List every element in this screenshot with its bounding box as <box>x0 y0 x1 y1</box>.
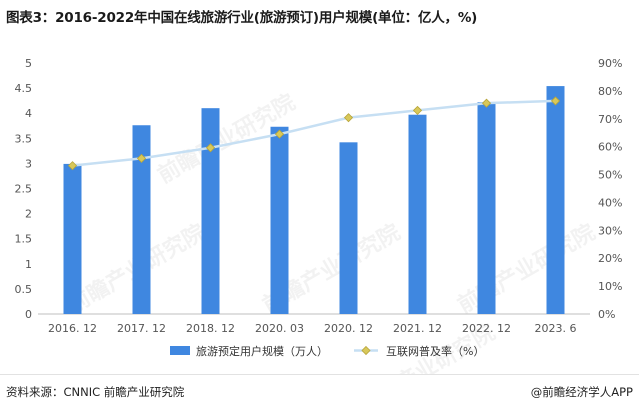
bar <box>201 108 220 315</box>
bar <box>132 125 151 314</box>
y-right-tick-label: 40% <box>598 196 622 209</box>
y-right-tick-label: 20% <box>598 252 622 265</box>
bar <box>63 163 82 314</box>
bar <box>477 102 496 314</box>
y-left-tick-label: 0 <box>25 308 32 321</box>
legend-bar-swatch <box>170 346 190 355</box>
line-point <box>412 105 423 115</box>
x-axis-labels: 2016. 12 2017. 12 2018. 12 2020. 03 2020. 12… <box>48 322 576 335</box>
x-tick-label: 2017. 12 <box>117 322 166 335</box>
x-tick-label: 2023. 6 <box>535 322 577 335</box>
x-tick-label: 2020. 03 <box>255 322 304 335</box>
y-right-tick-label: 30% <box>598 224 622 237</box>
y-right-tick-label: 0% <box>598 308 615 321</box>
y-left-tick-label: 4.5 <box>15 82 33 95</box>
bar <box>270 126 289 314</box>
x-tick-label: 2016. 12 <box>48 322 97 335</box>
brand-credit: @前瞻经济学人APP <box>530 385 633 399</box>
bar <box>408 114 427 315</box>
y-right-tick-label: 60% <box>598 141 622 154</box>
chart: 前瞻产业研究院前瞻产业研究院前瞻产业研究院前瞻产业研究院前瞻产业研究院 00.5… <box>15 57 623 374</box>
line-point <box>343 113 354 123</box>
y-right-tick-label: 90% <box>598 57 622 70</box>
watermark-text: 前瞻产业研究院 <box>453 219 599 319</box>
line-point <box>274 129 285 139</box>
y-left-tick-label: 3.5 <box>15 132 33 145</box>
y-right-tick-label: 80% <box>598 85 622 98</box>
y-right-tick-label: 10% <box>598 280 622 293</box>
legend: 旅游预定用户规模（万人） 互联网普及率（%） <box>170 344 484 358</box>
chart-title: 图表3：2016-2022年中国在线旅游行业(旅游预订)用户规模(单位：亿人，%… <box>6 10 478 26</box>
y-right-tick-label: 50% <box>598 169 622 182</box>
footer: 资料来源：CNNIC 前瞻产业研究院 @前瞻经济学人APP <box>0 374 639 408</box>
x-tick-label: 2018. 12 <box>186 322 235 335</box>
y-left-tick-label: 1.5 <box>15 233 33 246</box>
y-left-tick-label: 4 <box>25 107 32 120</box>
y-left-tick-label: 2 <box>25 208 32 221</box>
source-note: 资料来源：CNNIC 前瞻产业研究院 <box>6 385 185 399</box>
line-path <box>72 99 556 167</box>
line-point <box>67 161 78 171</box>
y-left-tick-label: 5 <box>25 57 32 70</box>
line-series <box>67 96 561 171</box>
y-left-tick-label: 0.5 <box>15 283 33 296</box>
x-tick-label: 2022. 12 <box>462 322 511 335</box>
y-left-tick-label: 3 <box>25 157 32 170</box>
y-left-tick-label: 1 <box>25 258 32 271</box>
legend-line-label: 互联网普及率（%） <box>386 344 484 358</box>
legend-bar-label: 旅游预定用户规模（万人） <box>196 344 328 358</box>
legend-line-marker <box>361 345 371 356</box>
line-point <box>481 98 492 108</box>
y-axis-right: 0% 10% 20% 30% 40% 50% 60% 70% 80% 90% <box>598 57 622 321</box>
line-point <box>550 96 561 106</box>
line-point <box>205 143 216 153</box>
x-tick-label: 2020. 12 <box>324 322 373 335</box>
y-axis-left: 0 0.5 1 1.5 2 2.5 3 3.5 4 4.5 5 <box>15 57 33 321</box>
bar-series <box>63 86 565 315</box>
bar <box>546 86 565 314</box>
x-tick-label: 2021. 12 <box>393 322 442 335</box>
line-point <box>136 153 147 163</box>
y-right-tick-label: 70% <box>598 113 622 126</box>
y-left-tick-label: 2.5 <box>15 183 33 196</box>
bar <box>339 142 358 314</box>
